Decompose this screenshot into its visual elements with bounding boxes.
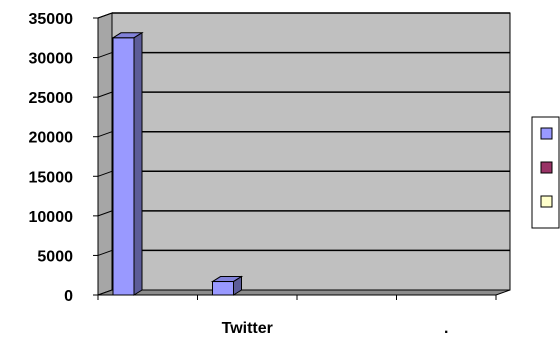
gridline-side bbox=[97, 131, 113, 138]
y-tick-label: 25000 bbox=[29, 90, 74, 107]
gridline-side bbox=[97, 91, 113, 98]
legend-swatch bbox=[540, 195, 553, 208]
y-tick-label: 0 bbox=[64, 288, 73, 305]
plot-walls bbox=[97, 12, 511, 296]
y-tick-label: 35000 bbox=[29, 11, 74, 28]
bar-side bbox=[233, 275, 242, 296]
gridline-side bbox=[97, 170, 113, 177]
bar-front bbox=[212, 281, 234, 296]
legend bbox=[531, 116, 560, 229]
legend-swatch bbox=[540, 127, 553, 140]
bar bbox=[210, 275, 244, 296]
y-tick-label: 20000 bbox=[29, 130, 74, 147]
y-tick-label: 10000 bbox=[29, 209, 74, 226]
bars bbox=[111, 31, 244, 296]
y-tick-label: 15000 bbox=[29, 169, 74, 186]
x-axis-ticks: Twitter. bbox=[97, 295, 497, 337]
x-category-label: . bbox=[444, 320, 448, 337]
x-category-label: Twitter bbox=[222, 320, 273, 337]
y-axis-ticks: 0 5000 10000 15000 20000 25000 30000 35000 bbox=[29, 11, 99, 305]
y-tick-label: 30000 bbox=[29, 51, 74, 68]
gridline-side bbox=[97, 12, 113, 19]
legend-swatch bbox=[540, 161, 553, 174]
gridlines bbox=[97, 12, 510, 256]
floor bbox=[97, 289, 511, 296]
bar-front bbox=[112, 37, 135, 296]
back-wall bbox=[111, 12, 511, 291]
gridline-side bbox=[97, 210, 113, 217]
bar bbox=[111, 31, 144, 296]
y-tick-label: 5000 bbox=[37, 248, 73, 265]
gridline-side bbox=[97, 52, 113, 59]
bar-side bbox=[133, 31, 143, 296]
gridline-side bbox=[97, 249, 113, 256]
